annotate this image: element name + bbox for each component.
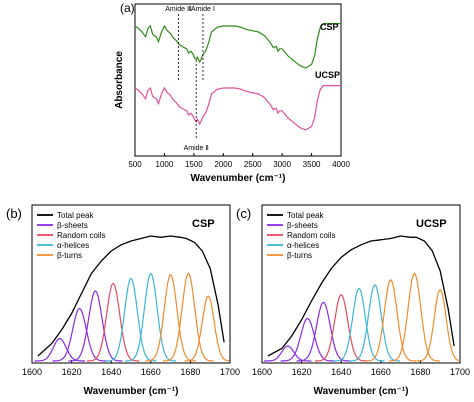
x-tick-label: 1620 [62,367,82,377]
legend-label: β-turns [287,251,312,260]
legend-label: Total peak [57,211,94,220]
component-peak [315,294,368,362]
x-tick-label: 1640 [101,367,121,377]
legend-label: Random coils [287,231,335,240]
x-tick-label: 500 [128,160,142,169]
component-peak [296,301,351,362]
annotation-label: Amide Ⅰ [191,6,215,13]
x-tick-label: 1640 [331,367,351,377]
component-peak [184,295,230,362]
panel-c-sample-label: UCSP [416,218,447,230]
panel-b-x-ticks: 1600 1620 1640 1660 1680 1700 [22,360,240,377]
x-tick-label: 3500 [303,160,321,169]
annotation-label: Amide Ⅱ [184,145,209,152]
x-tick-label: 1700 [450,367,470,377]
x-tick-label: 3000 [273,160,291,169]
panel-c-frame [261,204,461,364]
component-peak [68,290,123,362]
component-peak [87,282,140,362]
component-peak [264,345,312,362]
panel-b: (b) 1600 1620 1640 1660 1680 1700 Total peakβ… [6,204,240,397]
legend-label: Random coils [57,231,105,240]
component-peak [163,272,214,362]
component-peak [349,284,401,362]
x-tick-label: 1620 [292,367,312,377]
component-peak [145,274,196,362]
panel-a-xlabel: Wavenumber (cm⁻¹) [191,173,286,184]
component-peak [105,277,157,362]
x-tick-label: 1660 [141,367,161,377]
panel-c: (c) 1600 1620 1640 1660 1680 1700 Total peakβ… [236,204,470,397]
panel-c-xlabel: Wavenumber (cm⁻¹) [314,386,409,397]
component-peak [52,307,107,362]
x-tick-label: 2500 [244,160,262,169]
series-label-ucsp: UCSP [315,70,340,80]
series-label-csp: CSP [320,22,339,32]
panel-a-x-ticks: 500 1000 1500 2000 2500 3000 3500 4000 [128,153,350,169]
component-peak [34,337,86,362]
component-peak [416,289,461,362]
legend-label: β-turns [57,251,82,260]
panel-a: (a) 500 1000 1500 2000 2500 3000 3500 4000 Amid… [114,1,350,184]
panel-a-annotations: Amide Ⅲ Amide Ⅰ Amide Ⅱ [165,6,215,152]
x-tick-label: 1680 [410,367,430,377]
series-line-csp [134,23,341,69]
component-peak [365,279,416,362]
x-tick-label: 1000 [156,160,174,169]
total-peak-line [267,235,455,357]
component-peak [125,272,177,362]
panel-b-sample-label: CSP [192,218,215,230]
x-tick-label: 1680 [180,367,200,377]
legend-label: Total peak [287,211,324,220]
x-tick-label: 2000 [214,160,232,169]
x-tick-label: 1660 [371,367,391,377]
x-tick-label: 4000 [332,160,350,169]
component-peak [389,272,440,362]
component-peak [333,287,385,362]
panel-b-xlabel: Wavenumber (cm⁻¹) [84,386,179,397]
annotation-label: Amide Ⅲ [165,6,192,13]
panel-a-label: (a) [120,1,135,15]
legend-label: α-helices [57,241,89,250]
panel-b-frame [31,204,231,364]
panel-c-label: (c) [236,206,251,221]
series-line-ucsp [134,85,341,131]
legend-label: α-helices [287,241,319,250]
legend-label: β-sheets [287,221,318,230]
panel-b-label: (b) [6,206,22,221]
panel-a-frame [134,3,342,157]
component-peak [280,317,335,362]
x-tick-label: 1500 [185,160,203,169]
legend-label: β-sheets [57,221,88,230]
x-tick-label: 1700 [220,367,240,377]
panel-a-ylabel: Absorbance [114,51,125,109]
x-tick-label: 1600 [22,367,42,377]
total-peak-line [37,235,225,357]
x-tick-label: 1600 [252,367,272,377]
panel-a-series [134,23,341,131]
panel-c-curves [264,235,461,362]
panel-b-curves [34,235,230,362]
